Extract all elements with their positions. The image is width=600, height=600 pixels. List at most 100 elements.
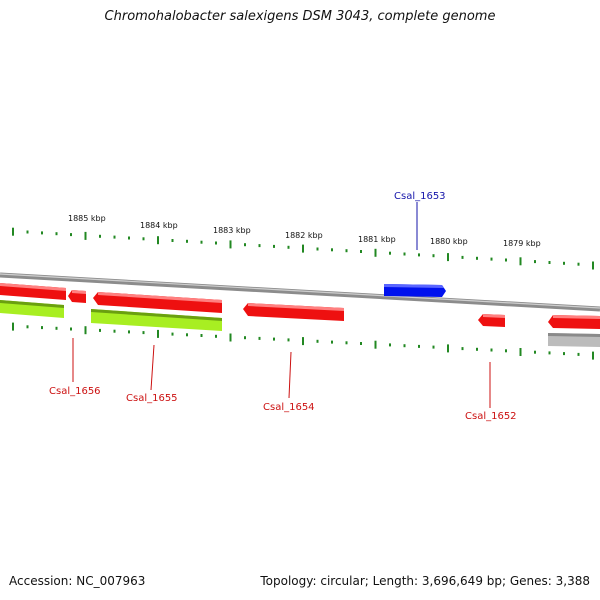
label-leader xyxy=(150,344,155,391)
scale-label: 1883 kbp xyxy=(213,226,251,235)
scale-tick xyxy=(55,326,58,330)
scale-tick xyxy=(345,249,348,253)
scale-tick xyxy=(99,328,101,332)
scale-tick xyxy=(432,254,435,258)
gene-Csal_1654[interactable] xyxy=(243,303,344,321)
scale-tick xyxy=(360,342,362,345)
scale-tick xyxy=(55,232,58,236)
scale-tick xyxy=(418,253,420,257)
scale-tick xyxy=(534,350,536,354)
scale-tick xyxy=(258,244,261,248)
gene-label-Csal_1652[interactable]: Csal_1652 xyxy=(465,411,517,422)
scale-tick xyxy=(505,258,507,262)
scale-tick xyxy=(70,327,72,331)
scale-tick xyxy=(70,233,72,237)
genome-summary-text: Topology: circular; Length: 3,696,649 bp… xyxy=(260,574,590,588)
scale-tick xyxy=(157,236,159,245)
scale-tick xyxy=(360,250,362,253)
scale-tick xyxy=(505,349,507,353)
scale-tick xyxy=(331,248,333,252)
scale-tick xyxy=(273,337,275,341)
scale-tick xyxy=(186,239,188,243)
scale-label: 1885 kbp xyxy=(68,214,106,223)
scale-tick xyxy=(548,261,551,264)
scale-tick xyxy=(287,338,290,342)
scale-tick xyxy=(84,326,87,335)
scale-tick xyxy=(447,253,449,262)
scale-tick xyxy=(12,322,14,331)
scale-tick xyxy=(200,334,203,337)
gene-Csal_1655[interactable] xyxy=(93,292,222,313)
scale-tick xyxy=(258,336,261,340)
scale-tick xyxy=(374,340,377,349)
scale-tick xyxy=(316,339,319,343)
scale-tick xyxy=(128,330,130,334)
scale-tick xyxy=(273,244,275,248)
gene-reverse-partial[interactable] xyxy=(0,283,66,300)
scale-tick xyxy=(577,262,580,266)
scale-ticks-inner xyxy=(12,322,594,360)
scale-tick xyxy=(548,351,551,355)
scale-tick xyxy=(128,236,130,240)
scale-tick xyxy=(113,329,116,333)
gene-Csal_1653[interactable] xyxy=(384,284,446,297)
scale-tick xyxy=(592,261,594,270)
gene-Csal_1652[interactable] xyxy=(478,314,505,327)
scale-label: 1884 kbp xyxy=(140,221,178,230)
gene-label-Csal_1655[interactable]: Csal_1655 xyxy=(126,393,178,404)
gene-label-Csal_1654[interactable]: Csal_1654 xyxy=(263,402,315,413)
scale-tick xyxy=(461,255,464,259)
scale-tick xyxy=(142,237,145,241)
scale-tick xyxy=(186,333,188,337)
scale-tick xyxy=(302,244,304,253)
scale-tick xyxy=(244,243,246,247)
scale-tick xyxy=(563,261,565,265)
scale-tick xyxy=(12,227,14,236)
accession-text: Accession: NC_007963 xyxy=(9,574,146,588)
cds-feature[interactable] xyxy=(91,309,222,331)
scale-tick xyxy=(490,348,493,352)
scale-tick xyxy=(171,332,174,336)
scale-tick xyxy=(345,341,348,345)
scale-tick xyxy=(519,257,522,266)
scale-tick xyxy=(142,331,145,335)
scale-tick xyxy=(519,348,522,356)
cds-feature[interactable] xyxy=(0,300,64,318)
gene-label-Csal_1656[interactable]: Csal_1656 xyxy=(49,386,101,397)
scale-tick xyxy=(229,240,232,249)
scale-tick xyxy=(41,231,43,235)
other-feature[interactable] xyxy=(548,333,600,347)
scale-tick xyxy=(389,251,391,255)
scale-tick xyxy=(592,351,594,360)
scale-tick xyxy=(447,344,449,353)
gene-reverse-right-edge[interactable] xyxy=(548,315,600,329)
scale-tick xyxy=(403,344,406,348)
scale-tick xyxy=(41,326,43,330)
scale-label: 1879 kbp xyxy=(503,239,541,248)
scale-tick xyxy=(215,241,217,245)
scale-tick xyxy=(534,260,536,264)
scale-label: 1881 kbp xyxy=(358,235,396,244)
scale-ticks-outer xyxy=(12,227,594,270)
scale-tick xyxy=(84,231,87,240)
genome-backbone xyxy=(0,272,600,312)
scale-tick xyxy=(215,334,217,338)
scale-tick xyxy=(331,340,333,344)
scale-tick xyxy=(287,245,290,249)
scale-tick xyxy=(577,352,580,356)
scale-tick xyxy=(490,257,493,261)
scale-tick xyxy=(374,248,377,257)
scale-label: 1880 kbp xyxy=(430,237,468,246)
scale-tick xyxy=(26,230,29,234)
scale-tick xyxy=(476,256,478,260)
scale-tick xyxy=(229,333,232,342)
gene-Csal_1656[interactable] xyxy=(68,290,86,303)
scale-tick xyxy=(418,344,420,348)
scale-tick xyxy=(26,325,29,329)
scale-tick xyxy=(461,347,464,351)
scale-label: 1882 kbp xyxy=(285,231,323,240)
scale-tick xyxy=(432,345,435,349)
gene-label-Csal_1653[interactable]: Csal_1653 xyxy=(394,191,446,202)
